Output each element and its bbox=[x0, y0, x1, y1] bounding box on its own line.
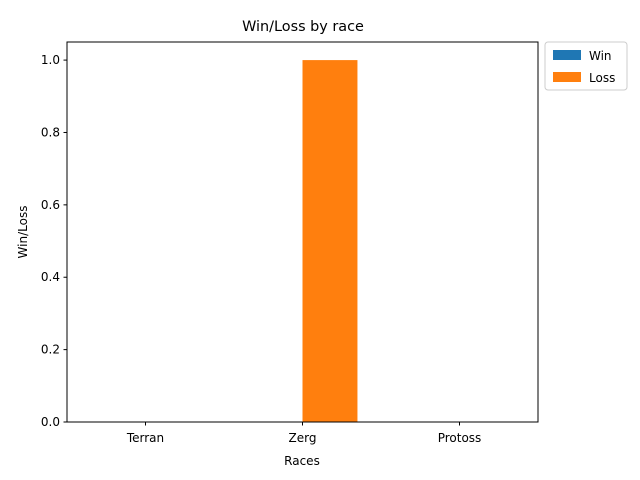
y-axis-ticks: 0.0 0.2 0.4 0.6 0.8 1.0 bbox=[41, 53, 67, 429]
y-tick-label: 1.0 bbox=[41, 53, 60, 67]
legend: Win Loss bbox=[544, 41, 628, 91]
y-tick-label: 0.4 bbox=[41, 270, 60, 284]
bar-loss-zerg bbox=[302, 60, 358, 422]
y-tick-label: 0.6 bbox=[41, 198, 60, 212]
bars bbox=[302, 60, 358, 422]
x-axis-label: Races bbox=[284, 454, 320, 468]
x-tick-label: Terran bbox=[126, 431, 164, 445]
y-tick-label: 0.2 bbox=[41, 343, 60, 357]
x-axis-ticks: Terran Zerg Protoss bbox=[126, 422, 481, 445]
legend-label-loss: Loss bbox=[589, 71, 615, 85]
plot-area-frame bbox=[66, 41, 539, 423]
chart-title: Win/Loss by race bbox=[242, 19, 364, 35]
y-tick-label: 0.0 bbox=[41, 415, 60, 429]
y-tick-label: 0.8 bbox=[41, 125, 60, 139]
x-tick-label: Zerg bbox=[289, 431, 317, 445]
y-axis-label: Win/Loss bbox=[16, 206, 30, 259]
legend-swatch-win bbox=[553, 50, 581, 60]
x-tick-label: Protoss bbox=[438, 431, 482, 445]
legend-label-win: Win bbox=[589, 49, 612, 63]
legend-swatch-loss bbox=[553, 72, 581, 82]
